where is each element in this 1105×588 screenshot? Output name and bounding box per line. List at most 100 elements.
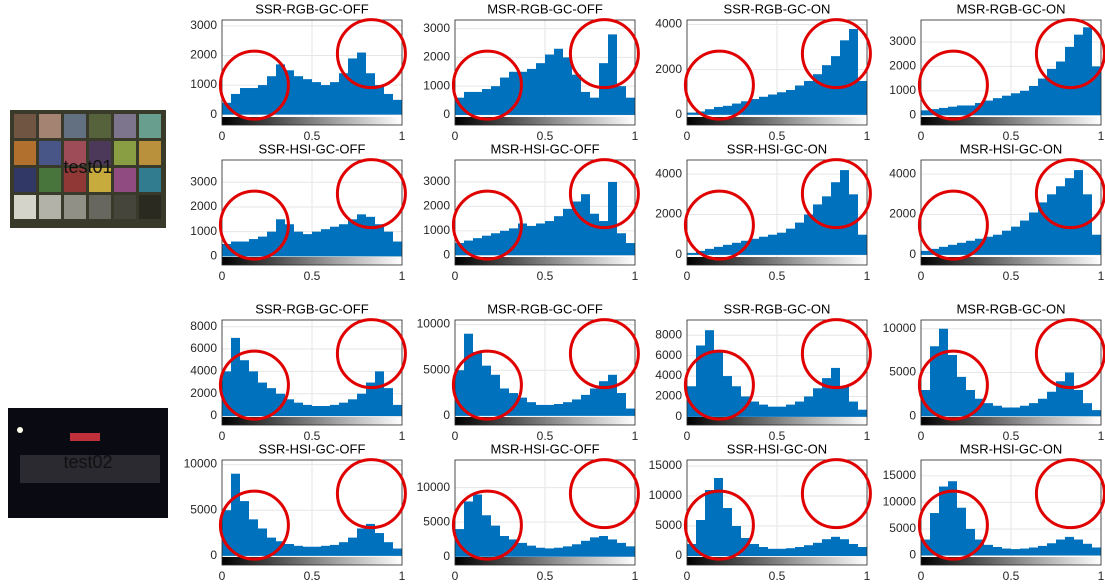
x-tick-label: 1	[632, 269, 639, 283]
bar	[840, 170, 849, 255]
color-patch	[64, 114, 86, 138]
bar	[1083, 403, 1092, 417]
bar	[590, 97, 599, 115]
chart-title: MSR-HSI-GC-OFF	[490, 141, 599, 156]
bar	[831, 182, 840, 255]
bar	[527, 68, 536, 115]
highlight-circle	[683, 189, 755, 261]
x-tick-label: 0	[452, 269, 459, 283]
bar	[375, 371, 384, 417]
x-tick-label: 1	[399, 129, 406, 143]
color-patch	[139, 195, 161, 219]
bar	[1047, 543, 1056, 556]
bar	[554, 48, 563, 115]
colorbar	[921, 557, 1101, 565]
bar	[804, 214, 813, 255]
bar	[777, 548, 786, 556]
x-tick-label: 0.5	[304, 429, 321, 443]
y-tick-label: 0	[909, 107, 916, 121]
y-tick-label: 10000	[184, 457, 218, 471]
bar	[759, 404, 768, 417]
chart-title: SSR-RGB-GC-OFF	[255, 301, 368, 316]
bar	[804, 396, 813, 417]
bar	[518, 542, 527, 557]
bar	[777, 406, 786, 417]
bar	[966, 105, 975, 116]
y-tick-label: 0	[909, 247, 916, 261]
x-tick-label: 1	[1098, 129, 1105, 143]
bar	[500, 535, 509, 557]
bar	[1083, 543, 1092, 556]
bar	[384, 388, 393, 417]
y-tick-label: 15000	[883, 468, 917, 482]
highlight-circle	[218, 49, 290, 121]
bar	[563, 402, 572, 416]
color-patch	[14, 195, 36, 219]
bar	[723, 376, 732, 417]
bar	[366, 216, 375, 257]
y-tick-label: 0	[675, 548, 682, 562]
y-tick-label: 0	[443, 549, 450, 563]
bar	[321, 85, 330, 115]
bar	[482, 89, 491, 115]
highlight-circle	[218, 189, 290, 261]
bar	[1011, 407, 1020, 417]
bar	[384, 93, 393, 115]
y-tick-label: 10000	[883, 321, 917, 335]
bar	[518, 71, 527, 115]
bar	[339, 224, 348, 257]
highlight-circle	[218, 349, 290, 421]
x-tick-label: 0	[918, 569, 925, 583]
bar	[258, 236, 267, 257]
bar	[849, 29, 858, 115]
bar	[464, 91, 473, 115]
chart-title: MSR-RGB-GC-OFF	[487, 1, 603, 16]
bar	[572, 399, 581, 416]
bar	[303, 404, 312, 417]
bar	[231, 337, 240, 417]
x-tick-label: 0.5	[537, 569, 554, 583]
colorbar	[687, 417, 867, 425]
bar	[348, 399, 357, 417]
bar	[723, 105, 732, 115]
bar	[393, 404, 402, 417]
highlight-circle	[218, 489, 290, 561]
colorbar	[222, 417, 402, 425]
bar	[1038, 78, 1047, 116]
bar	[813, 74, 822, 115]
bar	[786, 228, 795, 255]
x-tick-label: 0	[219, 129, 226, 143]
bar	[687, 252, 696, 255]
x-tick-label: 0.5	[769, 269, 786, 283]
color-patch	[64, 141, 86, 165]
x-tick-label: 0	[452, 569, 459, 583]
bar	[930, 346, 939, 417]
x-tick-label: 1	[1098, 569, 1105, 583]
bar	[500, 388, 509, 416]
bar	[795, 401, 804, 417]
bar	[491, 233, 500, 256]
y-tick-label: 2000	[889, 207, 916, 221]
bar	[339, 73, 348, 115]
highlight-circle	[335, 458, 407, 530]
chart-title: MSR-HSI-GC-ON	[960, 141, 1063, 156]
color-patch	[139, 168, 161, 192]
highlight-circle	[1034, 158, 1105, 230]
bar	[249, 371, 258, 417]
bar	[267, 231, 276, 257]
color-patch	[139, 114, 161, 138]
bar	[1029, 547, 1038, 556]
y-tick-label: 3000	[190, 174, 217, 188]
bar	[285, 544, 294, 556]
bar	[348, 537, 357, 556]
bar	[249, 519, 258, 556]
highlight-circle	[568, 158, 640, 230]
x-tick-label: 0.5	[1003, 269, 1020, 283]
color-patch	[139, 141, 161, 165]
bar	[1083, 27, 1092, 116]
x-tick-label: 1	[864, 569, 871, 583]
y-tick-label: 8000	[190, 319, 217, 333]
bar	[1002, 548, 1011, 556]
bar	[357, 214, 366, 257]
bar	[984, 544, 993, 556]
